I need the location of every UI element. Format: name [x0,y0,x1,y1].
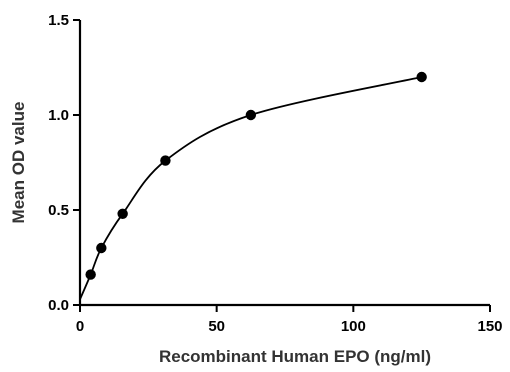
y-tick-label: 0.5 [48,202,69,219]
y-tick-label: 1.5 [48,12,69,29]
y-tick-label: 0.0 [48,297,69,314]
x-axis-title: Recombinant Human EPO (ng/ml) [159,347,431,366]
data-point [245,109,257,121]
data-point [416,71,427,83]
y-tick-label: 1.0 [48,107,69,124]
x-tick-label: 50 [208,318,225,335]
x-tick-label: 0 [76,318,84,335]
ticks [73,19,491,312]
data-point [85,269,96,280]
data-point [117,208,128,219]
data-point [160,155,171,166]
tick-labels: 0 50 100 150 0.0 0.5 1.0 1.5 [48,12,502,335]
y-axis-title: Mean OD value [9,102,28,224]
x-tick-label: 100 [341,318,366,335]
data-point [96,242,107,254]
axes [78,20,490,307]
data-points [85,71,427,280]
x-tick-label: 150 [477,318,502,335]
